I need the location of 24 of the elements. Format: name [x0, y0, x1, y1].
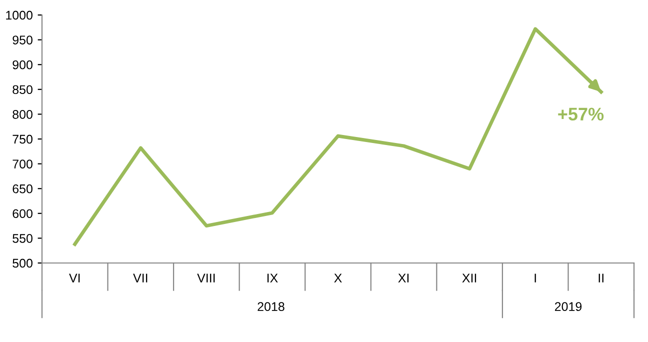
y-tick-label: 600	[12, 209, 32, 218]
y-tick-label: 950	[12, 36, 32, 44]
x-tick-label: II	[598, 274, 604, 282]
x-tick-label: VII	[133, 274, 148, 282]
y-tick-label: 650	[12, 184, 32, 194]
x-tick-label: XII	[462, 274, 476, 282]
text: 2018	[258, 302, 284, 311]
y-tick-label: 500	[12, 258, 32, 268]
line-series	[73, 27, 603, 246]
y-tick-label: 900	[12, 60, 32, 70]
x-tick-label: XI	[398, 274, 409, 282]
x-tick-label: X	[334, 274, 342, 282]
y-tick-label: 700	[12, 160, 32, 168]
x-tick-label: VI	[69, 274, 80, 282]
x-tick-label: I	[534, 274, 536, 282]
y-tick-label: 850	[12, 85, 32, 94]
x-tick-label: IX	[267, 274, 278, 282]
y-tick-label: 800	[12, 110, 32, 119]
y-tick-label: 550	[12, 234, 32, 243]
x-tick-label: VIII	[197, 274, 215, 282]
annotation: +57%	[558, 108, 604, 121]
y-tick-label: 1000	[6, 10, 32, 20]
text: 2019	[554, 302, 582, 311]
y-tick-label: 750	[12, 134, 32, 144]
